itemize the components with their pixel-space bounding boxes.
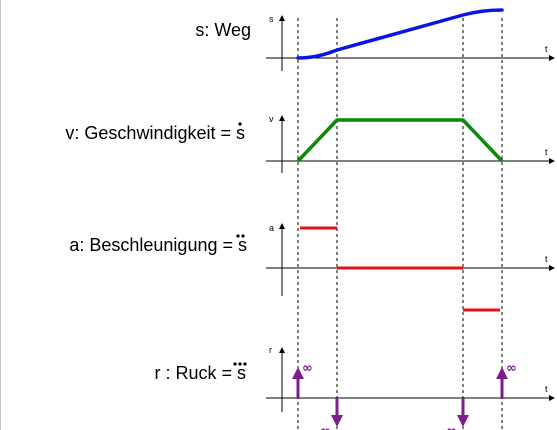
panel-ruck-label: r : Ruck = s [154, 363, 246, 383]
geschwindigkeit-dot [238, 122, 242, 126]
panel-ruck: r : Ruck = s r t ∞ ∞ ∞ ∞ [154, 345, 555, 430]
ruck-infinity-3: ∞ [446, 424, 457, 430]
panel-beschleunigung-label: a: Beschleunigung = s [69, 235, 247, 255]
weg-curve [296, 8, 504, 60]
ruck-y-label: r [269, 345, 272, 355]
panel-geschwindigkeit-label: v: Geschwindigkeit = s [65, 123, 245, 143]
beschleunigung-dot-2 [241, 234, 245, 238]
ruck-dot-2 [238, 362, 242, 366]
panel-geschwindigkeit: v: Geschwindigkeit = s v t [65, 114, 555, 173]
panel-weg: s: Weg s t [195, 8, 555, 71]
ruck-infinity-1: ∞ [302, 361, 313, 376]
weg-y-label: s [269, 14, 274, 24]
beschleunigung-y-label: a [269, 223, 274, 233]
ruck-x-label: t [545, 384, 548, 394]
panel-weg-label: s: Weg [195, 20, 251, 40]
beschleunigung-x-label: t [545, 254, 548, 264]
ruck-infinity-4: ∞ [506, 361, 517, 376]
ruck-dot-3 [243, 362, 247, 366]
geschwindigkeit-y-label: v [269, 114, 274, 124]
panel-beschleunigung: a: Beschleunigung = s a t [69, 223, 555, 312]
weg-x-label: t [545, 44, 548, 54]
ruck-infinity-2: ∞ [320, 424, 331, 430]
geschwindigkeit-x-label: t [545, 147, 548, 157]
ruck-dot-1 [233, 362, 237, 366]
phase-guides [297, 18, 503, 430]
beschleunigung-dot-1 [236, 234, 240, 238]
geschwindigkeit-curve [296, 118, 504, 163]
